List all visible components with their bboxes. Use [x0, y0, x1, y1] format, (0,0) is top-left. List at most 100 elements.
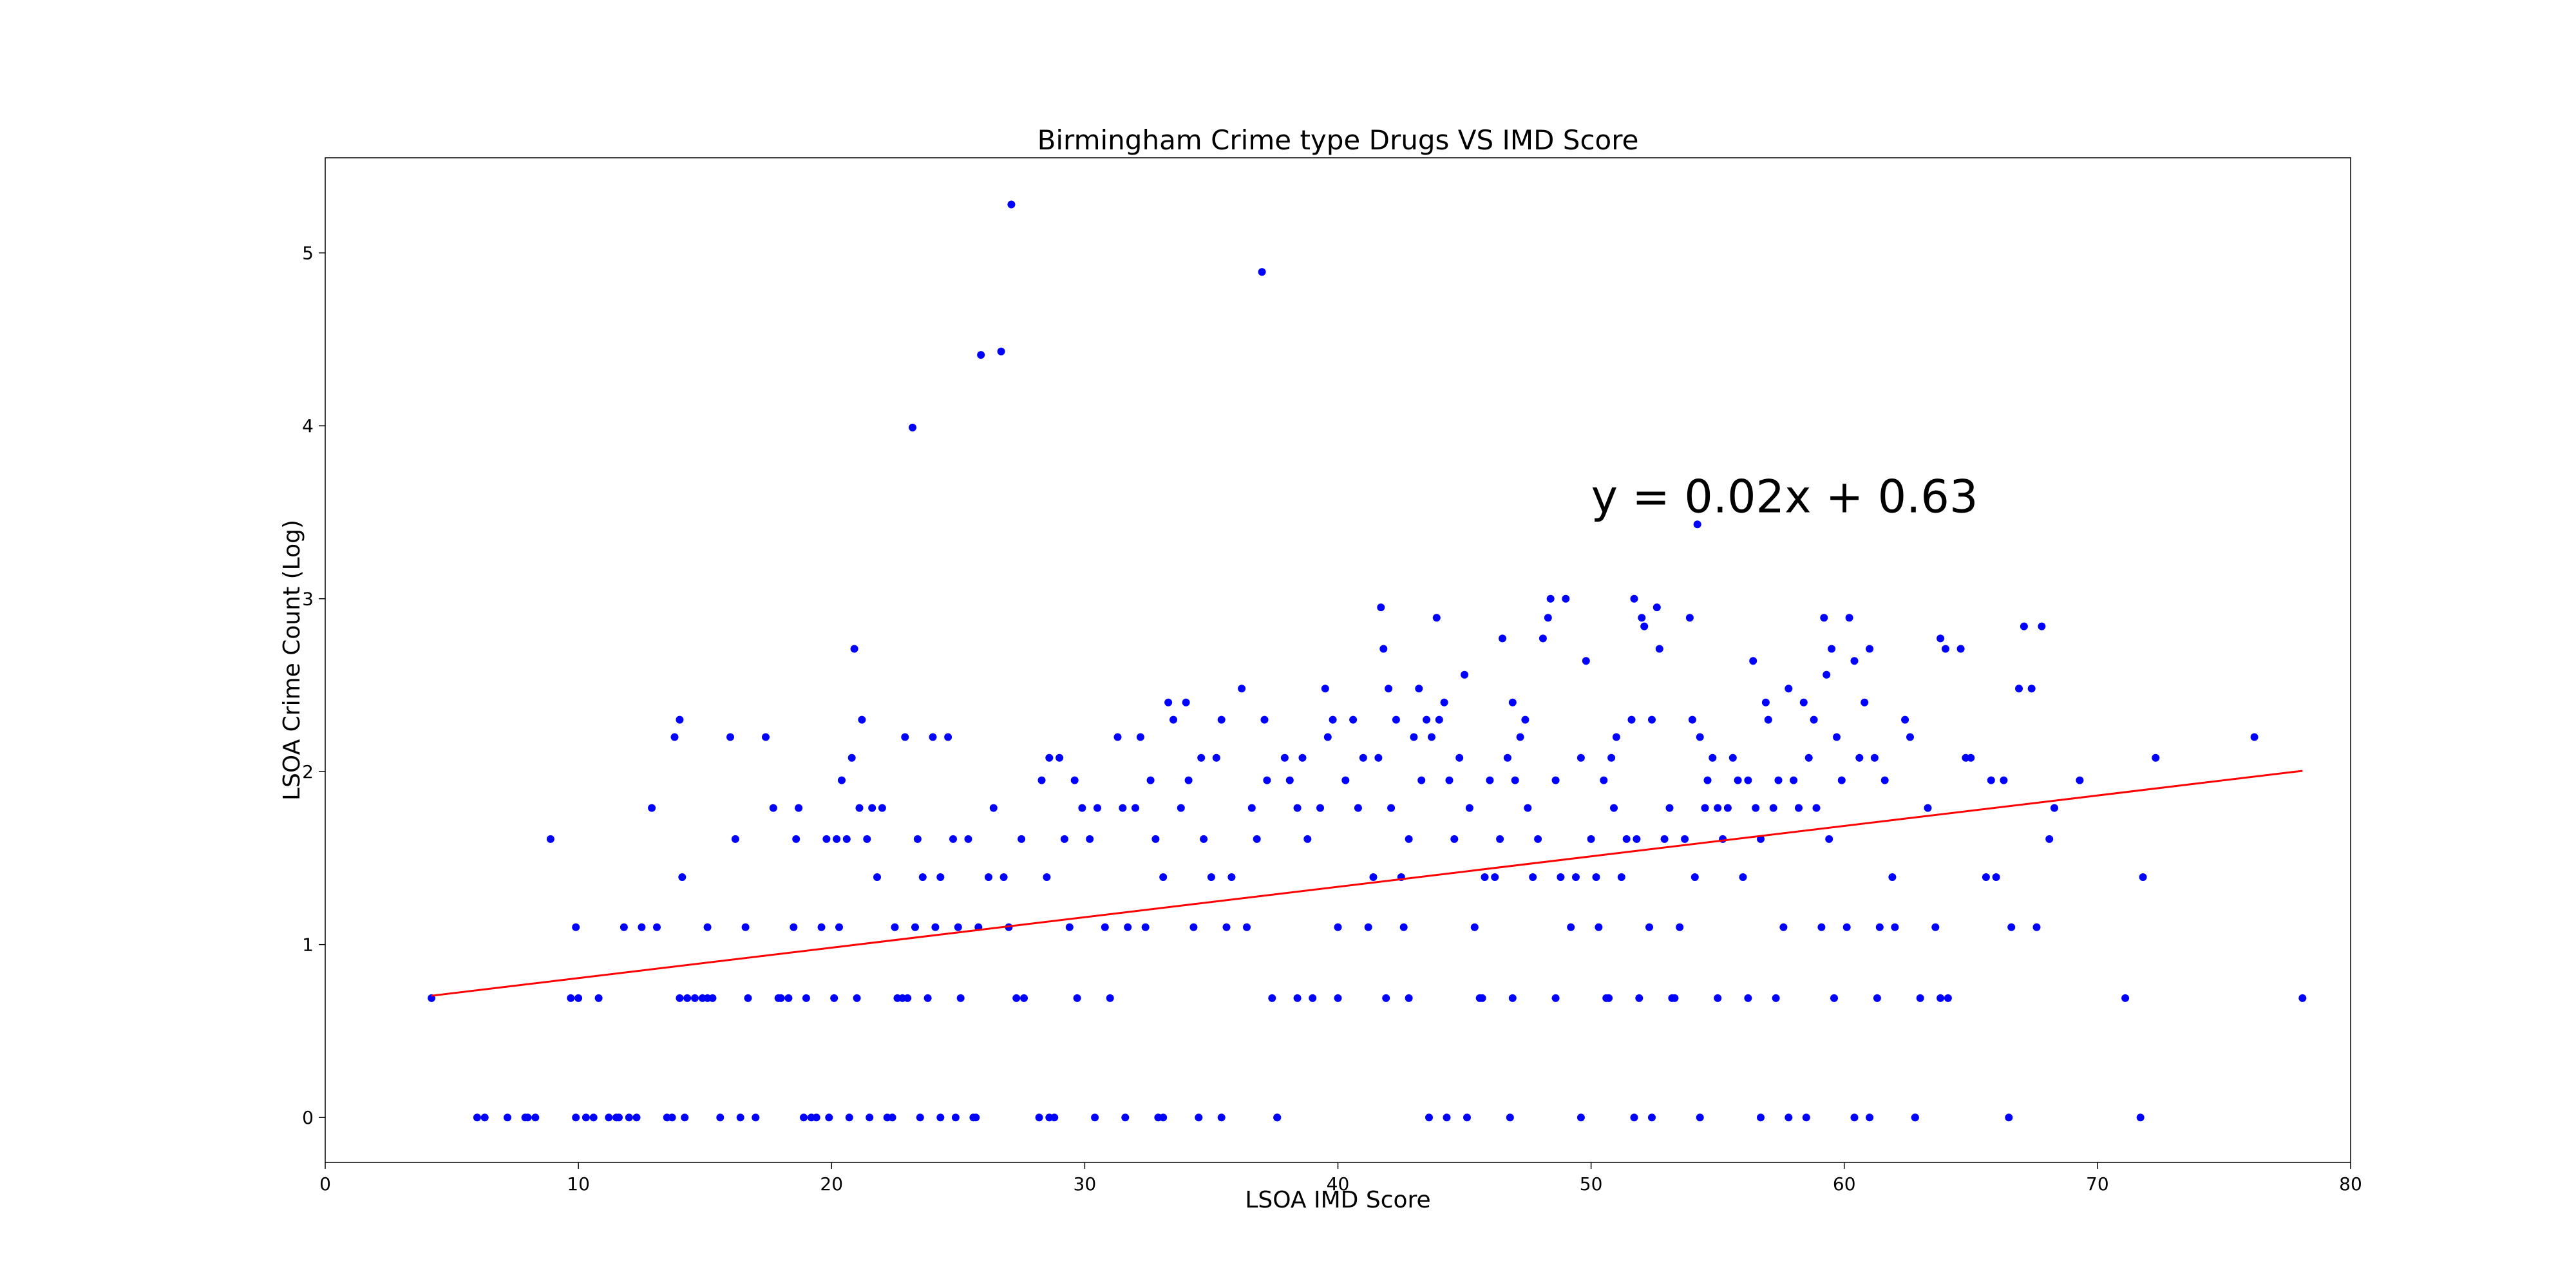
data-point — [1121, 1113, 1130, 1122]
data-point — [752, 1113, 760, 1122]
data-point — [524, 1113, 532, 1122]
data-point — [1465, 804, 1473, 812]
data-point — [1833, 733, 1841, 741]
data-point — [1020, 994, 1028, 1002]
data-point — [1714, 994, 1722, 1002]
data-point — [1405, 835, 1413, 843]
data-point — [1866, 1113, 1874, 1122]
data-point — [1113, 733, 1122, 741]
data-point — [716, 1113, 724, 1122]
data-point — [1534, 835, 1542, 843]
data-point — [1830, 994, 1838, 1002]
data-point — [866, 1113, 874, 1122]
data-point — [1931, 923, 1940, 931]
data-point — [1546, 594, 1555, 603]
data-point — [1499, 634, 1506, 643]
data-point — [504, 1113, 511, 1122]
data-point — [1842, 923, 1851, 931]
data-point — [1106, 994, 1114, 1002]
data-point — [762, 733, 770, 741]
x-tick-label: 10 — [567, 1173, 590, 1195]
data-point — [1567, 923, 1575, 931]
data-point — [1607, 753, 1616, 762]
data-point — [1850, 1113, 1859, 1122]
data-point — [1511, 776, 1519, 784]
data-point — [1170, 715, 1177, 724]
data-point — [1804, 753, 1813, 762]
data-point — [703, 994, 712, 1002]
data-point — [1101, 923, 1109, 931]
data-point — [1617, 873, 1625, 881]
data-point — [1364, 923, 1372, 931]
data-point — [648, 804, 656, 812]
data-point — [1812, 804, 1821, 812]
data-point — [1572, 873, 1580, 881]
data-point — [1132, 804, 1139, 812]
y-tick-label: 1 — [302, 934, 314, 956]
data-point — [1772, 994, 1780, 1002]
data-point — [1861, 698, 1869, 706]
data-point — [1056, 753, 1064, 762]
data-point — [1799, 698, 1808, 706]
data-point — [923, 994, 932, 1002]
data-point — [1668, 994, 1676, 1002]
data-point — [1238, 685, 1246, 693]
data-point — [589, 1113, 598, 1122]
data-point — [1734, 776, 1742, 784]
data-point — [2250, 733, 2259, 741]
data-point — [1557, 873, 1565, 881]
data-point — [1491, 873, 1499, 881]
data-point — [873, 873, 881, 881]
data-point — [1956, 645, 1965, 653]
data-point — [1432, 614, 1441, 622]
data-point — [929, 733, 937, 741]
data-point — [878, 804, 886, 812]
data-point — [1159, 1113, 1168, 1122]
data-point — [1217, 715, 1226, 724]
data-point — [1665, 804, 1674, 812]
data-point — [1937, 994, 1945, 1002]
data-point — [605, 1113, 613, 1122]
data-point — [1828, 645, 1836, 653]
data-point — [964, 835, 972, 843]
data-point — [1967, 753, 1975, 762]
data-point — [1435, 715, 1443, 724]
y-tick-label: 4 — [302, 415, 314, 437]
data-point — [2121, 994, 2130, 1002]
data-point — [1837, 776, 1846, 784]
data-point — [1445, 776, 1454, 784]
data-point — [2000, 776, 2008, 784]
data-point — [1410, 733, 1418, 741]
data-point — [681, 1113, 689, 1122]
data-point — [1873, 994, 1881, 1002]
data-point — [1508, 698, 1517, 706]
data-point — [1640, 622, 1649, 630]
data-point — [769, 804, 777, 812]
data-point — [1425, 1113, 1433, 1122]
data-point — [2136, 1113, 2145, 1122]
data-point — [678, 873, 687, 881]
data-point — [546, 835, 554, 843]
x-tick-label: 70 — [2086, 1173, 2109, 1195]
x-tick-label: 20 — [820, 1173, 843, 1195]
data-point — [1825, 835, 1833, 843]
data-point — [977, 351, 985, 359]
y-tick-label: 0 — [302, 1107, 314, 1128]
data-point — [1260, 715, 1269, 724]
data-point — [1600, 776, 1608, 784]
x-tick-label: 0 — [319, 1173, 331, 1195]
data-point — [1177, 804, 1185, 812]
data-point — [1303, 835, 1312, 843]
data-point — [1901, 715, 1909, 724]
data-point — [1341, 776, 1350, 784]
data-point — [936, 1113, 945, 1122]
data-point — [1164, 698, 1173, 706]
plot-area — [428, 200, 2307, 1122]
data-point — [1562, 594, 1570, 603]
data-point — [1124, 923, 1132, 931]
data-point — [1779, 923, 1788, 931]
data-point — [904, 994, 912, 1002]
data-point — [1506, 1113, 1514, 1122]
data-point — [999, 873, 1008, 881]
